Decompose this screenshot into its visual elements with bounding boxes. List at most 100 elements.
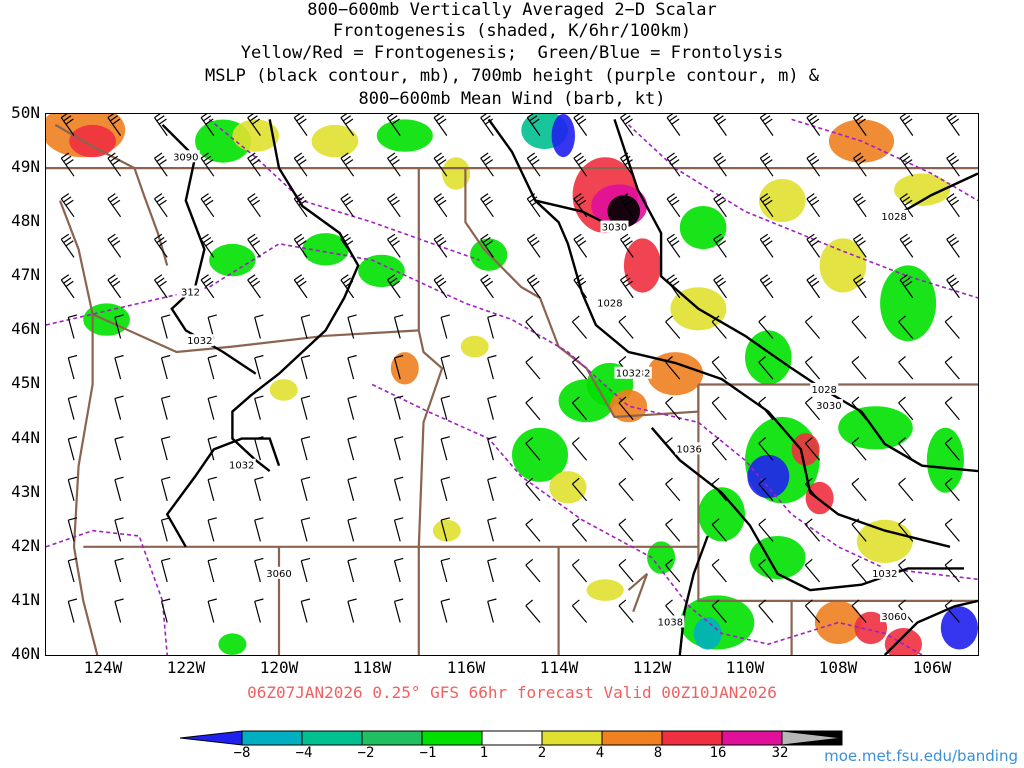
lon-label-122w: 122W [166, 658, 206, 677]
wind-barb-254 [711, 599, 727, 623]
wind-barb-19 [946, 114, 960, 136]
map-panel: 3090 3030 1028 1028 312 1032 1032 3060 1032 1028 3… [45, 113, 979, 656]
wind-barb-86 [340, 274, 355, 299]
colorbar-segment-4 [421, 730, 483, 746]
wind-barb-218 [898, 518, 914, 542]
lat-label-48n: 48N [11, 211, 40, 230]
wind-barb-110 [525, 315, 541, 339]
shading-patch-4 [311, 124, 359, 158]
wind-barb-22 [154, 152, 168, 177]
wind-barb-159 [944, 396, 960, 421]
wind-barb-101 [114, 314, 124, 339]
wind-barb-229 [487, 557, 497, 583]
wind-barb-7 [387, 114, 401, 136]
wind-barb-247 [393, 598, 404, 623]
wind-barb-55 [759, 193, 774, 218]
height-contour-4 [791, 118, 978, 202]
wind-barb-35 [759, 152, 774, 177]
shading-patch-40 [749, 536, 806, 580]
wind-barb-14 [713, 114, 727, 136]
wind-barb-128 [440, 354, 450, 380]
colorbar-label-2: 2 [537, 745, 547, 761]
contour-label-bg-14 [656, 615, 685, 628]
wind-barb-176 [804, 437, 821, 461]
wind-barb-145 [300, 395, 311, 420]
wind-barb-47 [387, 193, 401, 218]
mslp-contour-3 [487, 118, 951, 548]
shading-patch-21 [209, 243, 256, 277]
boundary-line-5 [697, 384, 793, 655]
wind-barb-202 [160, 517, 171, 542]
wind-barb-189 [487, 476, 497, 501]
wind-barb-248 [440, 598, 450, 623]
shading-patch-6 [442, 157, 471, 190]
contour-label-6: 1032 [229, 461, 254, 472]
wind-barb-191 [571, 477, 588, 502]
wind-barb-67 [387, 233, 401, 258]
colorbar-segment-6 [541, 730, 603, 746]
wind-barb-215 [758, 518, 774, 542]
wind-barb-152 [618, 396, 634, 421]
colorbar-arrow-left [180, 730, 243, 746]
wind-barb-61 [107, 233, 122, 258]
lat-label-40n: 40N [11, 644, 40, 663]
wind-barb-208 [440, 517, 450, 542]
wind-barb-108 [440, 314, 450, 339]
wind-barb-27 [387, 152, 401, 177]
contour-label-15: 3060 [881, 612, 906, 623]
forecast-valid-label: 06Z07JAN2026 0.25° GFS 66hr forecast Val… [247, 683, 777, 702]
wind-barb-225 [300, 557, 311, 583]
wind-barb-107 [393, 314, 404, 339]
wind-barb-45 [293, 193, 308, 218]
height-contour-3 [627, 124, 978, 299]
wind-barb-50 [526, 193, 541, 218]
wind-barb-10 [526, 114, 541, 136]
contour-label-bg-5 [185, 334, 214, 347]
wind-barb-250 [525, 599, 541, 623]
wind-barb-97 [853, 274, 867, 299]
wind-barb-57 [853, 193, 867, 218]
wind-barb-56 [806, 193, 821, 218]
wind-barb-38 [899, 152, 914, 177]
wind-barb-243 [207, 598, 217, 623]
boundary-line-8 [464, 168, 700, 419]
contour-label-bg-7 [265, 566, 293, 579]
height-contours [46, 118, 978, 655]
wind-barb-245 [300, 598, 311, 623]
wind-barb-16 [806, 114, 821, 136]
colorbar-segment-7 [601, 730, 663, 746]
wind-barb-201 [114, 517, 124, 542]
contour-label-9: 1028 [811, 385, 836, 396]
wind-barb-170 [525, 437, 541, 461]
lon-label-120w: 120W [259, 658, 299, 677]
wind-barb-72 [620, 233, 634, 258]
wind-barb-74 [713, 233, 727, 258]
wind-barb-233 [665, 558, 681, 583]
credit-url: moe.met.fsu.edu/banding [824, 747, 1018, 765]
contour-label-4: 312 [181, 288, 200, 299]
colorbar-label-4: 4 [595, 745, 605, 761]
wind-barb-246 [347, 598, 357, 623]
wind-barb-130 [525, 356, 541, 380]
wind-barb-223 [207, 557, 217, 583]
shading-patch-37 [926, 427, 965, 493]
wind-barb-148 [440, 395, 450, 420]
wind-barb-239 [944, 558, 960, 583]
wind-barb-140 [67, 395, 78, 420]
wind-barb-4 [247, 114, 261, 136]
wind-barb-77 [853, 233, 867, 258]
contour-label-bg-10 [814, 399, 843, 412]
wind-barb-68 [433, 233, 448, 258]
wind-barb-18 [899, 114, 914, 136]
contour-label-13: 1032 [616, 369, 641, 380]
colorbar-label-16: 16 [709, 745, 727, 761]
shading-patch-5 [376, 119, 433, 152]
wind-barb-85 [293, 274, 308, 299]
wind-barbs [60, 114, 960, 623]
lat-label-43n: 43N [11, 482, 40, 501]
colorbar-segment-5 [481, 730, 543, 746]
contour-label-bg-11 [675, 442, 704, 455]
wind-barb-96 [806, 274, 821, 299]
shading-patch-8 [551, 114, 575, 158]
wind-barb-257 [851, 599, 867, 623]
